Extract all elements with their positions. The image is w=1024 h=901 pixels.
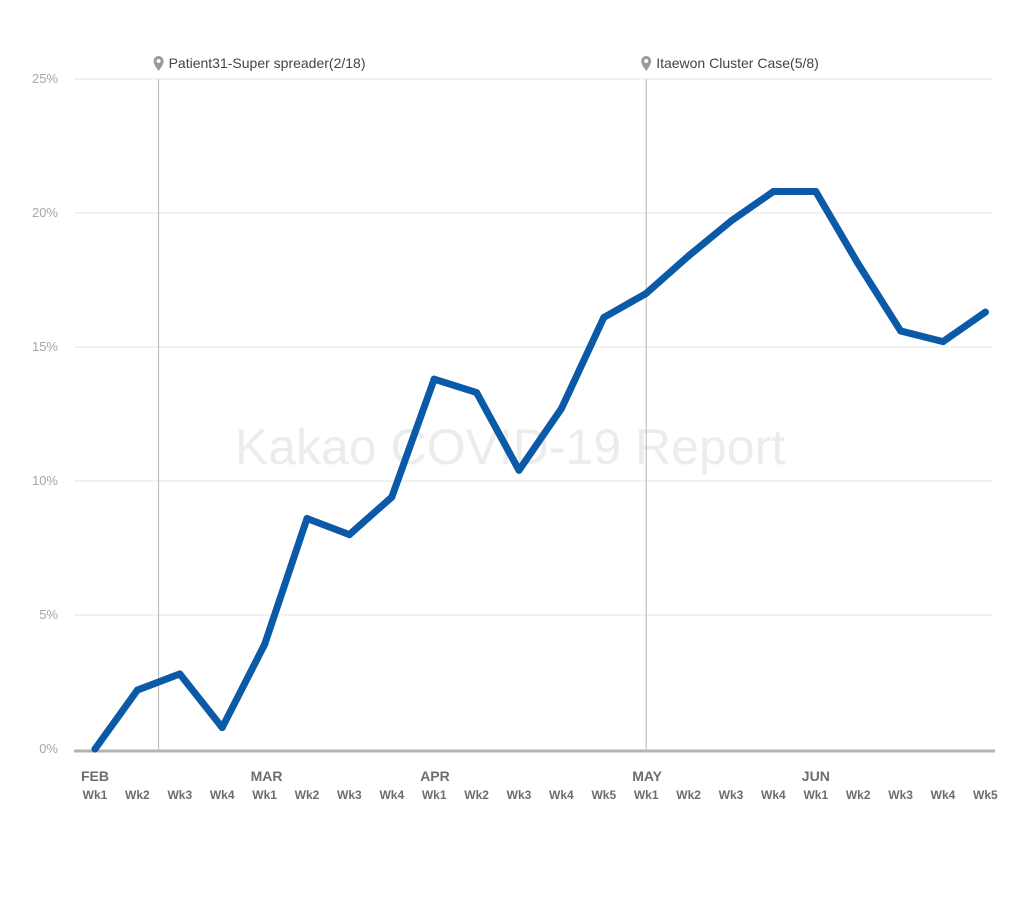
data-point (812, 188, 820, 196)
annotation-label: Itaewon Cluster Case(5/8) (656, 55, 819, 71)
x-tick-label: Wk5 (973, 788, 998, 802)
x-tick-label: Wk4 (549, 788, 574, 802)
data-point (133, 686, 141, 694)
y-tick-label: 0% (39, 741, 58, 756)
x-tick-label: Wk1 (803, 788, 828, 802)
x-tick-label: Wk2 (846, 788, 871, 802)
x-month-label: MAY (632, 768, 662, 784)
data-point (685, 252, 693, 260)
x-tick-label: Wk4 (379, 788, 404, 802)
data-point (515, 466, 523, 474)
y-tick-label: 10% (32, 473, 58, 488)
data-point (388, 493, 396, 501)
data-point (430, 375, 438, 383)
x-tick-label: Wk4 (210, 788, 235, 802)
data-point (897, 327, 905, 335)
x-tick-label: Wk3 (888, 788, 913, 802)
data-point (600, 314, 608, 322)
series-line (91, 188, 989, 753)
x-month-label: MAR (251, 768, 283, 784)
x-tick-label: Wk2 (464, 788, 489, 802)
x-tick-label: Wk1 (422, 788, 447, 802)
annotation-label: Patient31-Super spreader(2/18) (169, 55, 366, 71)
data-point (939, 338, 947, 346)
y-tick-label: 15% (32, 339, 58, 354)
x-month-label: FEB (81, 768, 109, 784)
data-point (854, 260, 862, 268)
y-tick-label: 25% (32, 71, 58, 86)
x-tick-label: Wk2 (125, 788, 150, 802)
x-tick-label: Wk1 (83, 788, 108, 802)
data-point (981, 308, 989, 316)
x-tick-label: Wk4 (931, 788, 956, 802)
x-tick-label: Wk3 (167, 788, 192, 802)
data-point (473, 389, 481, 397)
data-point (261, 640, 269, 648)
map-pin-icon (641, 56, 652, 71)
data-point (642, 289, 650, 297)
x-tick-label: Wk3 (507, 788, 532, 802)
x-tick-label: Wk2 (295, 788, 320, 802)
data-point (91, 745, 99, 753)
x-tick-label: Wk3 (337, 788, 362, 802)
y-tick-label: 5% (39, 607, 58, 622)
x-tick-label: Wk1 (634, 788, 659, 802)
x-month-label: JUN (802, 768, 830, 784)
x-tick-label: Wk4 (761, 788, 786, 802)
data-point (345, 531, 353, 539)
data-point (303, 515, 311, 523)
x-tick-label: Wk5 (591, 788, 616, 802)
x-tick-label: Wk1 (252, 788, 277, 802)
data-point (557, 405, 565, 413)
x-tick-label: Wk2 (676, 788, 701, 802)
y-tick-label: 20% (32, 205, 58, 220)
data-point (218, 724, 226, 732)
data-point (727, 217, 735, 225)
x-tick-label: Wk3 (719, 788, 744, 802)
data-point (176, 670, 184, 678)
x-month-label: APR (420, 768, 450, 784)
map-pin-icon (153, 56, 164, 71)
data-point (769, 188, 777, 196)
